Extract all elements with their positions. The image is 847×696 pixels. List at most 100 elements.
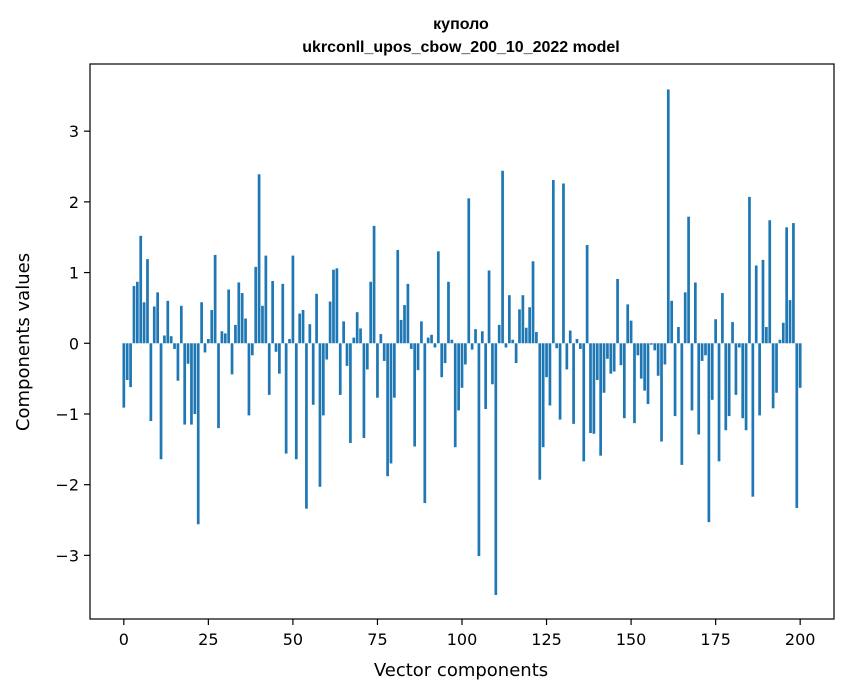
bar-45 (274, 343, 278, 352)
bar-78 (386, 343, 389, 477)
bar-105 (477, 343, 481, 557)
bar-156 (650, 343, 653, 345)
bar-193 (775, 343, 778, 393)
bar-102 (467, 198, 471, 344)
bar-131 (565, 343, 569, 370)
bar-177 (721, 293, 724, 344)
bar-113 (504, 343, 508, 348)
bar-64 (338, 343, 342, 395)
bar-9 (152, 306, 156, 344)
bar-27 (213, 254, 217, 344)
bar-174 (710, 343, 714, 400)
bar-51 (294, 343, 298, 460)
x-tick-label: 100 (447, 630, 478, 649)
bar-36 (244, 318, 247, 344)
bar-66 (345, 343, 349, 366)
bar-172 (704, 343, 707, 356)
bar-15 (173, 343, 176, 349)
y-tick-label: 2 (69, 193, 79, 212)
bar-98 (453, 343, 457, 448)
x-tick-label: 25 (198, 630, 218, 649)
bar-121 (531, 261, 535, 344)
bar-21 (193, 343, 197, 414)
bar-176 (717, 343, 721, 462)
bar-146 (616, 278, 619, 344)
bar-164 (677, 327, 680, 344)
bar-148 (622, 343, 626, 419)
bar-140 (595, 343, 599, 381)
bar-149 (626, 304, 630, 344)
bar-88 (420, 321, 423, 344)
bar-32 (230, 343, 234, 375)
x-tick-label: 200 (785, 630, 816, 649)
bar-11 (159, 343, 163, 460)
bar-96 (447, 281, 450, 344)
bar-191 (768, 220, 772, 344)
bar-159 (660, 343, 663, 442)
bar-31 (227, 289, 231, 344)
bar-122 (535, 331, 538, 344)
bar-43 (267, 343, 271, 395)
bar-46 (278, 343, 281, 374)
bar-114 (507, 295, 511, 344)
bar-54 (305, 343, 308, 509)
bar-119 (524, 327, 528, 344)
bar-155 (646, 343, 650, 405)
bar-108 (487, 270, 491, 344)
y-tick-label: 3 (69, 122, 79, 141)
bar-42 (264, 255, 268, 344)
bar-182 (737, 343, 741, 348)
bar-139 (592, 343, 596, 434)
bar-104 (474, 329, 477, 344)
bar-170 (697, 343, 701, 435)
bar-52 (298, 313, 302, 344)
bar-39 (254, 266, 258, 344)
bar-106 (480, 331, 484, 344)
bar-16 (176, 343, 180, 381)
bar-111 (497, 324, 501, 344)
bar-180 (731, 322, 734, 344)
bar-90 (426, 337, 430, 344)
bar-190 (765, 327, 768, 344)
bar-147 (619, 343, 623, 366)
bar-192 (771, 343, 775, 409)
bar-41 (261, 305, 264, 344)
bar-94 (440, 343, 444, 378)
bar-136 (582, 343, 586, 462)
bar-40 (257, 174, 261, 344)
bar-133 (572, 343, 575, 424)
bar-56 (311, 343, 315, 405)
bar-130 (562, 183, 565, 344)
bar-144 (609, 343, 613, 374)
bar-178 (724, 343, 728, 431)
bar-19 (186, 343, 190, 364)
chart-title-line2: ukrconll_upos_cbow_200_10_2022 model (302, 39, 619, 56)
bar-181 (734, 343, 738, 395)
bar-185 (748, 196, 751, 344)
bar-118 (521, 295, 525, 344)
bar-4 (135, 281, 139, 344)
bar-124 (541, 343, 545, 448)
bar-138 (589, 343, 592, 434)
bar-22 (196, 343, 200, 525)
bar-97 (450, 339, 454, 344)
bar-166 (683, 292, 687, 344)
bar-91 (430, 334, 433, 344)
bar-110 (494, 343, 498, 595)
bar-116 (514, 343, 518, 364)
bar-115 (511, 339, 515, 344)
bar-134 (575, 339, 579, 344)
bar-24 (203, 343, 207, 353)
bar-63 (335, 268, 339, 344)
bar-68 (352, 337, 356, 344)
bar-8 (149, 343, 153, 422)
bar-168 (690, 343, 694, 411)
bar-151 (633, 343, 636, 424)
bar-13 (166, 300, 170, 344)
bar-128 (555, 343, 559, 349)
bar-120 (528, 307, 531, 344)
bar-77 (382, 343, 386, 361)
bar-30 (223, 333, 227, 344)
bar-129 (558, 343, 562, 420)
